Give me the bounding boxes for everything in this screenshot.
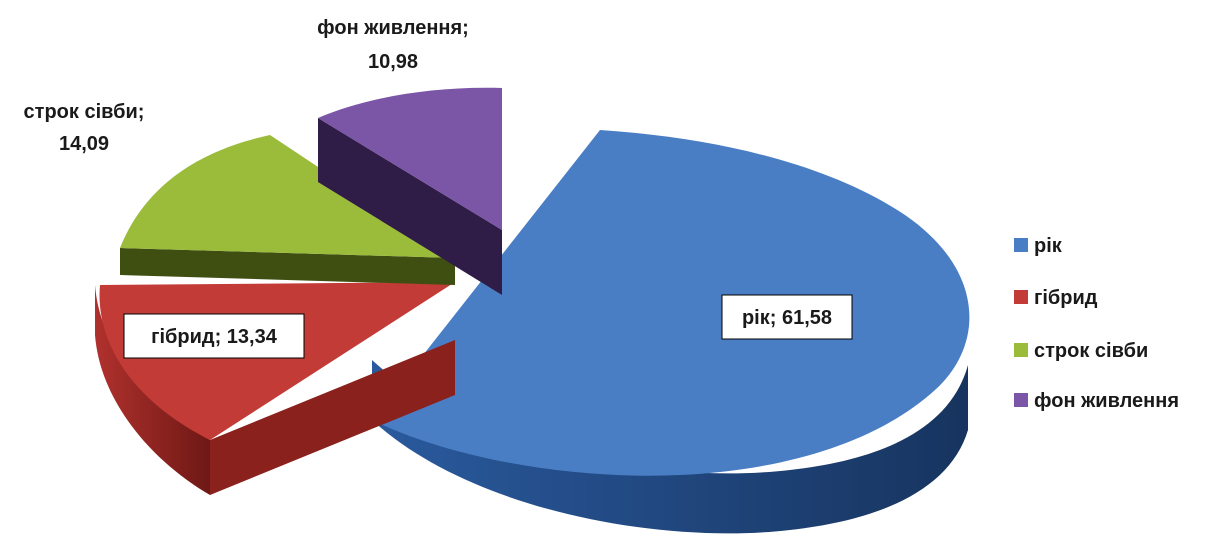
legend-item-gibryd: гібрид xyxy=(1014,287,1098,309)
slice-rik-top xyxy=(372,130,970,476)
slice-rik-side xyxy=(372,360,968,534)
data-label-gibryd-box xyxy=(123,313,305,359)
legend: рік гібрид строк сівби фон живлення xyxy=(1014,235,1179,412)
data-label-strok-sivby: строк сівби; 14,09 xyxy=(24,101,145,155)
slice-strok-sivby-top xyxy=(120,135,455,258)
data-label-fon-zhyvlennia-line2: 10,98 xyxy=(368,51,418,73)
slice-gibryd-side xyxy=(95,285,210,495)
data-label-rik-text: рік; 61,58 xyxy=(742,307,832,329)
slice-strok-sivby-side xyxy=(120,248,455,285)
data-label-gibryd: гібрид; 13,34 xyxy=(123,313,305,359)
data-label-fon-zhyvlennia: фон живлення; 10,98 xyxy=(317,17,469,73)
slice-gibryd-front xyxy=(210,340,455,495)
legend-swatch-fon-zhyvlennia xyxy=(1014,393,1028,407)
legend-swatch-gibryd xyxy=(1014,290,1028,304)
legend-item-rik: рік xyxy=(1014,235,1063,257)
legend-swatch-strok-sivby xyxy=(1014,343,1028,357)
legend-swatch-rik xyxy=(1014,238,1028,252)
data-label-gibryd-text: гібрид; 13,34 xyxy=(151,326,278,348)
slice-fon-zhyvlennia-top xyxy=(318,87,502,230)
data-label-rik-box xyxy=(721,294,853,340)
slice-rik xyxy=(372,130,970,534)
slice-fon-zhyvlennia-side xyxy=(318,118,502,295)
legend-item-fon-zhyvlennia: фон живлення xyxy=(1014,390,1179,412)
slice-fon-zhyvlennia xyxy=(318,87,502,295)
legend-label-strok-sivby: строк сівби xyxy=(1034,340,1148,362)
slice-strok-sivby xyxy=(120,135,455,285)
legend-label-rik: рік xyxy=(1034,235,1063,257)
legend-item-strok-sivby: строк сівби xyxy=(1014,340,1148,362)
legend-label-fon-zhyvlennia: фон живлення xyxy=(1034,390,1179,412)
data-label-rik: рік; 61,58 xyxy=(721,294,853,340)
data-label-strok-sivby-line1: строк сівби; xyxy=(24,101,145,123)
legend-label-gibryd: гібрид xyxy=(1034,287,1098,309)
data-label-fon-zhyvlennia-line1: фон живлення; xyxy=(317,17,469,39)
data-label-strok-sivby-line2: 14,09 xyxy=(59,133,109,155)
